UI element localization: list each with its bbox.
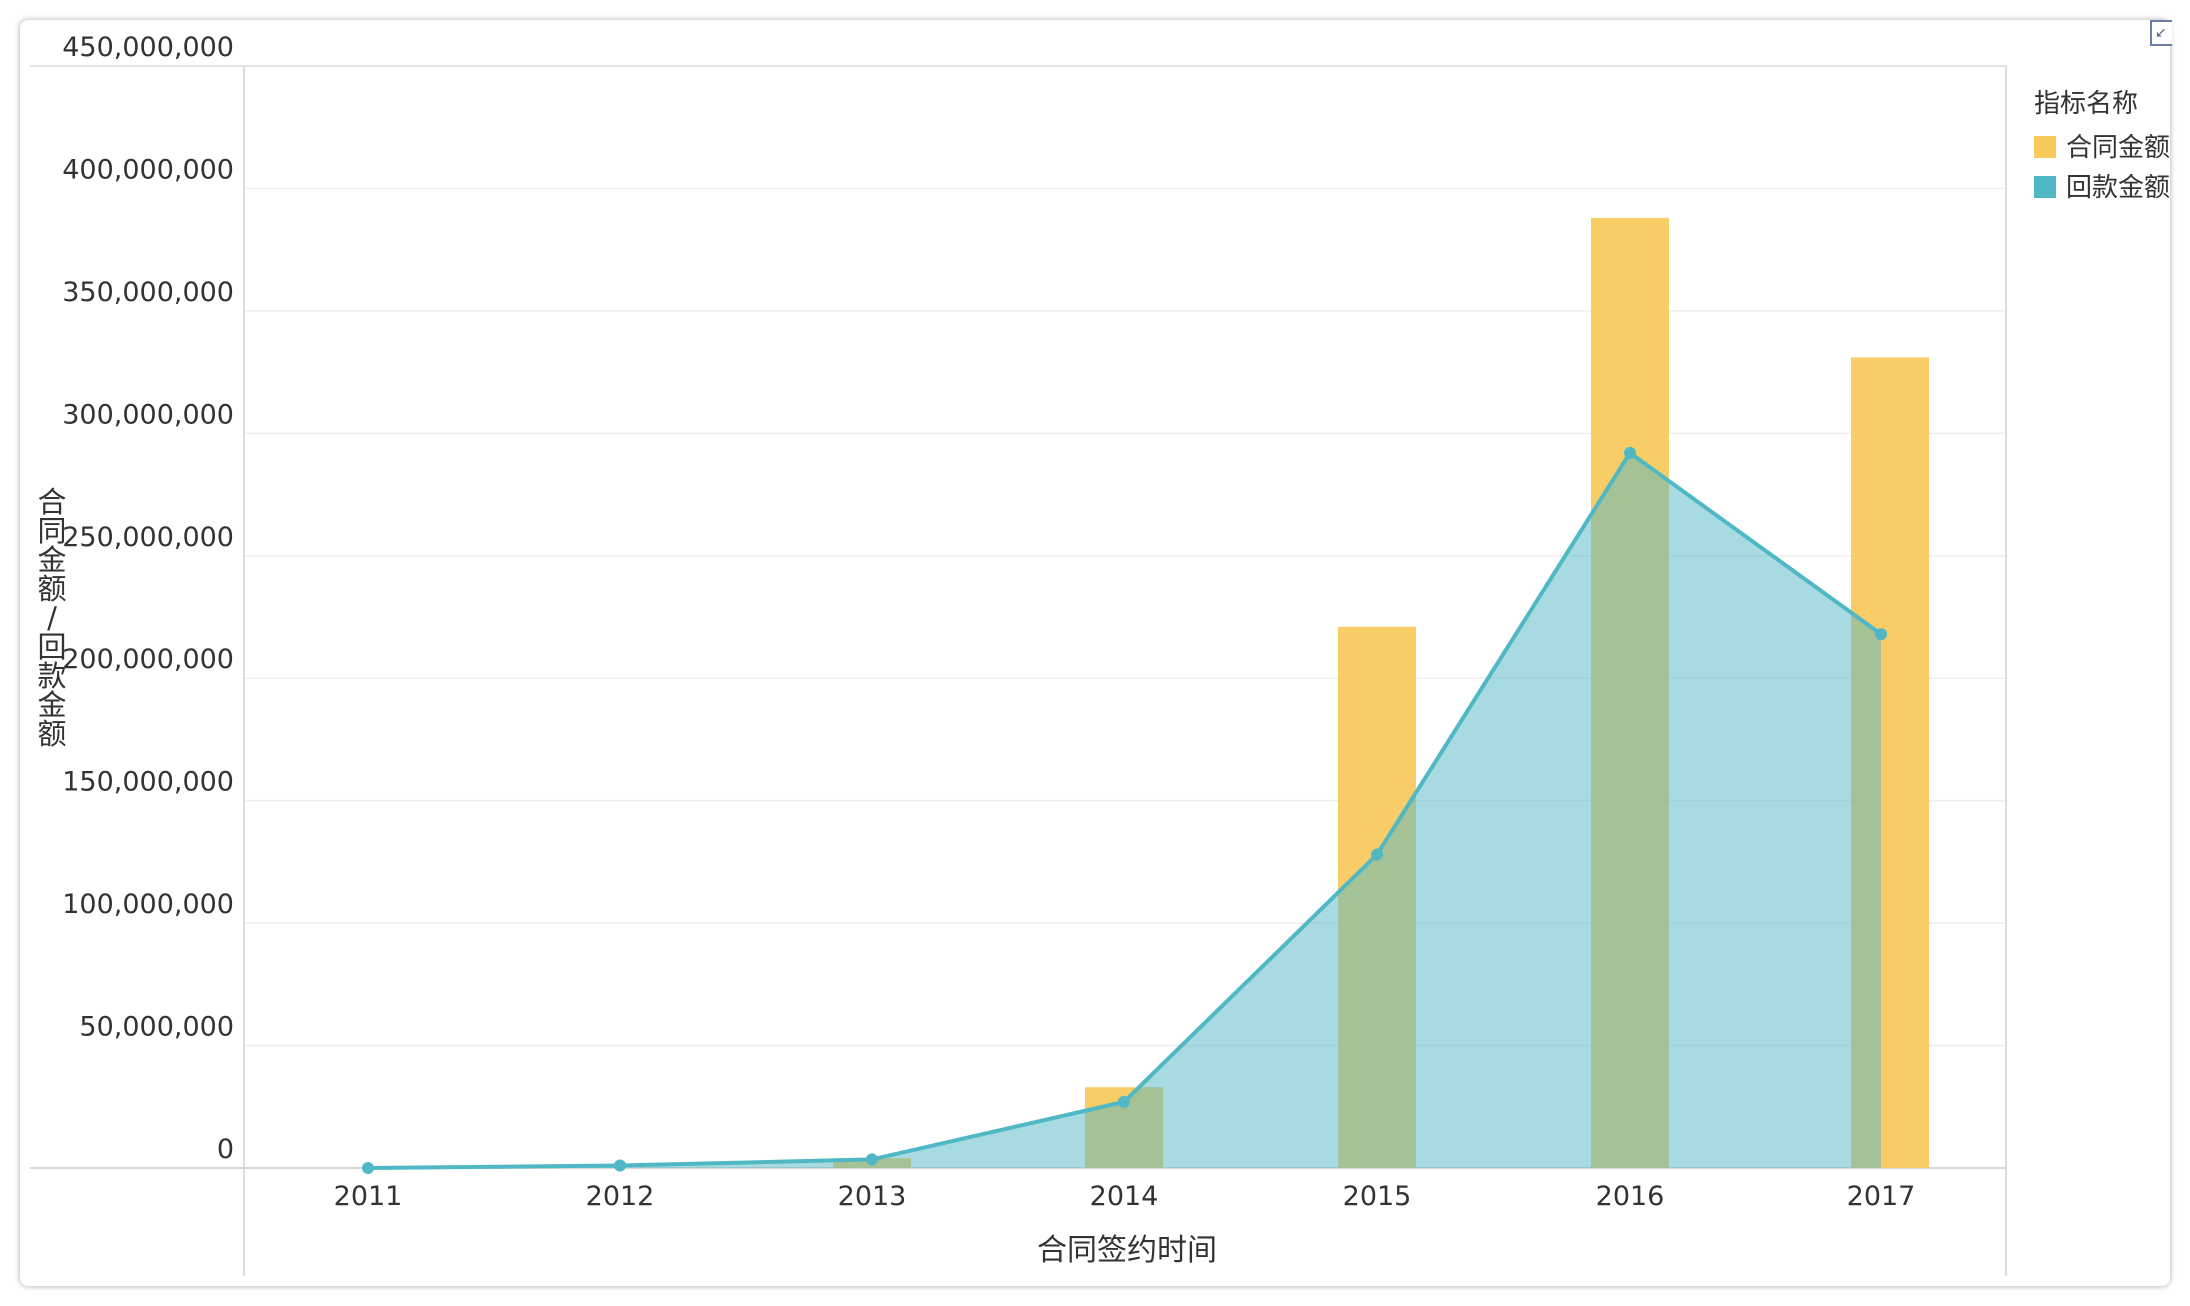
x-tick-label: 2012 [586,1181,655,1212]
x-tick-label: 2013 [838,1181,907,1212]
legend-swatch [2034,136,2056,158]
area-series [362,446,1887,1174]
x-tick-label: 2014 [1090,1181,1159,1212]
point-2016 [1624,446,1636,459]
legend-label: 回款金额 [2066,173,2170,203]
x-tick-label: 2016 [1596,1181,1665,1212]
x-tick-label: 2011 [334,1181,403,1212]
y-tick-label: 300,000,000 [62,399,234,430]
legend-label: 合同金额 [2066,133,2170,163]
point-2017 [1875,628,1887,641]
y-tick-label: 150,000,000 [62,767,234,798]
point-2011 [362,1162,374,1174]
y-tick-label: 250,000,000 [62,522,234,553]
x-axis-label: 合同签约时间 [1037,1233,1217,1268]
expand-icon[interactable]: ↙ [2150,20,2172,46]
y-tick-label: 0 [217,1134,234,1165]
tick-labels: 0 50,000,000 100,000,000 150,000,000 200,000… [62,32,1915,1212]
y-tick-label: 50,000,000 [79,1012,234,1043]
y-tick-label: 450,000,000 [62,32,234,63]
y-tick-label: 200,000,000 [62,644,234,675]
y-tick-label: 100,000,000 [62,889,234,920]
legend-title: 指标名称 [2034,89,2138,119]
point-2015 [1371,848,1383,861]
area-fill [368,452,1881,1168]
y-tick-label: 400,000,000 [62,154,234,185]
x-tick-label: 2015 [1343,1181,1412,1212]
point-2013 [866,1153,878,1166]
point-2014 [1118,1095,1130,1108]
legend-swatch [2034,176,2056,198]
y-axis-label: 合同金额/回款金额 [37,485,66,751]
x-tick-label: 2017 [1847,1181,1916,1212]
y-tick-label: 350,000,000 [62,277,234,308]
point-2012 [614,1159,626,1172]
